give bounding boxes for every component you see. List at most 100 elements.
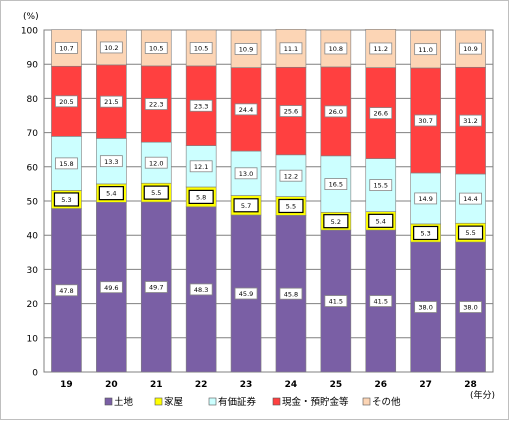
data-label-box [369, 179, 393, 191]
data-label: 10.9 [239, 46, 253, 54]
legend-swatch [154, 397, 163, 406]
data-label-box [234, 287, 258, 300]
data-label-box [99, 281, 123, 294]
data-label-box [143, 185, 169, 200]
y-tick-label: 70 [27, 129, 39, 139]
x-tick-label: 25 [330, 380, 343, 390]
data-label-box [279, 287, 303, 300]
x-tick-label: 22 [195, 380, 208, 390]
y-tick-label: 100 [21, 27, 38, 37]
data-label: 23.3 [194, 102, 208, 110]
data-label: 11.0 [418, 46, 432, 54]
y-tick-label: 60 [27, 163, 39, 173]
data-label: 10.9 [463, 45, 477, 53]
legend-label: 有価証券 [218, 396, 257, 408]
y-tick-label: 0 [32, 369, 38, 379]
data-label: 49.6 [104, 284, 118, 292]
data-label-box [144, 281, 168, 293]
data-label: 48.3 [194, 286, 208, 294]
data-label-box [55, 95, 78, 108]
legend-swatch [272, 397, 281, 406]
data-label: 21.5 [104, 98, 118, 106]
data-label-box [459, 114, 482, 127]
data-label: 5.5 [465, 229, 475, 237]
data-label: 5.4 [376, 217, 386, 225]
legend-swatch [104, 397, 113, 406]
data-label: 12.1 [194, 163, 208, 171]
data-label: 24.4 [239, 106, 253, 114]
data-label: 15.8 [59, 160, 73, 168]
data-label: 11.2 [374, 45, 388, 53]
data-label-box [279, 105, 303, 117]
data-label-box [189, 99, 213, 112]
data-label-box [459, 301, 482, 313]
data-label-box [55, 157, 78, 170]
y-tick-label: 80 [27, 95, 39, 105]
x-tick-label: 27 [419, 380, 432, 390]
data-label-box [189, 160, 213, 173]
legend-swatch [208, 397, 217, 406]
data-label-box [414, 114, 438, 127]
data-label: 14.9 [418, 195, 432, 203]
data-label: 16.5 [329, 181, 343, 189]
x-tick-label: 23 [240, 380, 253, 390]
data-label-box [459, 42, 482, 55]
legend: 土地 家屋 有価証券 現金・預貯金等 その他 [104, 396, 401, 408]
data-label-box [368, 213, 394, 228]
data-label: 20.5 [59, 98, 73, 106]
data-label: 5.2 [331, 218, 341, 226]
legend-swatch [362, 397, 371, 406]
data-label: 26.6 [374, 110, 388, 118]
data-label-box [413, 225, 439, 241]
data-label-box [324, 178, 348, 190]
data-label-box [324, 105, 348, 118]
data-label: 15.5 [374, 182, 388, 190]
data-label-box [99, 41, 123, 54]
data-label: 10.7 [59, 45, 73, 53]
data-label: 13.3 [104, 158, 118, 166]
data-label-box [278, 198, 304, 214]
data-label-box [414, 192, 438, 205]
data-label-box [233, 198, 259, 213]
data-label: 10.5 [194, 45, 208, 53]
y-tick-label: 20 [27, 300, 39, 310]
x-tick-label: 28 [464, 380, 477, 390]
y-axis: 0 10 20 30 40 50 60 70 80 90 100 [21, 27, 38, 379]
data-label: 5.4 [106, 190, 116, 198]
data-label-box [279, 169, 303, 182]
x-tick-label: 19 [60, 380, 73, 390]
data-label: 5.3 [420, 230, 430, 238]
data-label-box [55, 284, 78, 297]
data-label-box [234, 43, 258, 55]
data-label: 22.3 [149, 101, 163, 109]
data-label-box [457, 225, 484, 240]
y-tick-label: 90 [27, 61, 39, 71]
data-label: 10.8 [329, 45, 343, 53]
data-label: 41.5 [374, 298, 388, 306]
data-label-box [369, 107, 393, 120]
data-label: 31.2 [463, 117, 477, 125]
data-label: 10.2 [104, 44, 118, 52]
data-label: 25.6 [284, 108, 298, 116]
data-label-box [99, 155, 123, 168]
data-label-box [188, 189, 214, 204]
data-label: 30.7 [418, 117, 432, 125]
data-label-box [324, 42, 348, 55]
data-label: 5.5 [151, 189, 161, 197]
data-label: 49.7 [149, 284, 163, 292]
data-label-box [234, 167, 258, 180]
legend-label: その他 [372, 396, 401, 408]
data-label: 13.0 [239, 170, 253, 178]
data-label: 12.0 [149, 159, 163, 167]
data-label-box [144, 156, 168, 169]
data-label: 26.0 [329, 108, 343, 116]
data-label: 5.8 [196, 193, 206, 201]
x-tick-label: 21 [150, 380, 163, 390]
y-tick-label: 50 [27, 198, 39, 208]
legend-label: 家屋 [164, 396, 183, 408]
data-label-box [144, 42, 168, 54]
data-label-box [144, 98, 168, 110]
bars: 47.8 5.3 15.8 20.5 10.7 49.6 5.4 13.3 21.5 10.2 49… [51, 29, 486, 373]
data-label: 41.5 [329, 298, 343, 306]
